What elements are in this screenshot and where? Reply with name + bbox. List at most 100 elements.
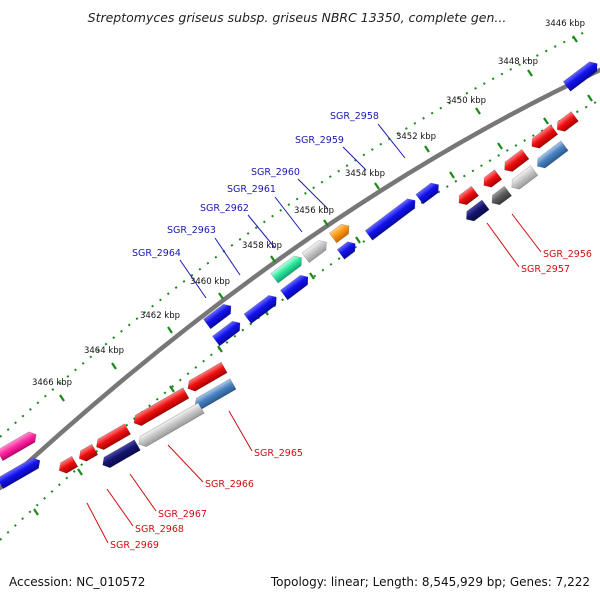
gene-arrow-shape — [537, 140, 569, 169]
gene-label-leader — [179, 259, 207, 299]
scale-tick-label: 3466 kbp — [32, 378, 72, 388]
gene-label[interactable]: SGR_2967 — [158, 509, 207, 520]
gene-feature-plus[interactable] — [415, 180, 442, 205]
tick-layer: 3446 kbp 3448 kbp 3450 kbp 3452 kbp 3454 kbp… — [32, 19, 593, 516]
gene-feature-plus[interactable] — [301, 237, 330, 264]
gene-feature-plus[interactable] — [0, 429, 39, 462]
gene-label[interactable]: SGR_2959 — [295, 135, 344, 146]
scale-tick — [218, 292, 224, 300]
gene-feature-minus[interactable] — [488, 185, 513, 208]
gene-feature-plus[interactable] — [336, 239, 359, 260]
gene-arrow-shape — [78, 443, 99, 462]
gene-feature-plus[interactable] — [0, 455, 43, 490]
gene-feature-minus[interactable] — [56, 455, 79, 475]
gene-label[interactable]: SGR_2963 — [167, 225, 216, 236]
scale-tick — [355, 236, 361, 244]
gene-label-leader — [214, 237, 241, 276]
gene-arrow-shape — [556, 111, 579, 132]
gene-feature-plus[interactable] — [202, 301, 234, 330]
gene-label-leader — [377, 123, 406, 159]
gene-arrow-shape — [531, 124, 559, 149]
gene-label-leader — [228, 410, 253, 452]
gene-feature-plus[interactable] — [211, 318, 243, 347]
gene-label-leader — [167, 444, 204, 483]
scale-tick — [543, 117, 549, 125]
gene-arrow-shape — [102, 439, 141, 469]
gene-label[interactable]: SGR_2965 — [254, 448, 303, 459]
gene-arrow-shape — [187, 361, 228, 392]
gene-label[interactable]: SGR_2958 — [330, 111, 379, 122]
gene-feature-minus[interactable] — [480, 169, 503, 190]
gene-label[interactable]: SGR_2957 — [521, 264, 570, 275]
gene-arrow-shape — [562, 61, 598, 92]
gene-feature-minus[interactable] — [131, 387, 190, 428]
plus-tick-track — [0, 31, 586, 438]
scale-tick-label: 3460 kbp — [190, 277, 230, 287]
scale-tick — [449, 171, 455, 179]
gene-feature-minus[interactable] — [185, 361, 228, 393]
gene-arrow-shape — [511, 165, 539, 190]
backbone-layer — [0, 31, 600, 541]
gene-layer — [0, 59, 600, 490]
gene-feature-plus[interactable] — [562, 59, 600, 92]
gene-arrow-shape — [415, 182, 439, 205]
gene-label[interactable]: SGR_2956 — [543, 249, 592, 260]
gene-arrow-shape — [336, 241, 356, 260]
gene-arrow-shape — [504, 148, 530, 172]
scale-tick — [424, 145, 430, 153]
gene-arrow-shape — [0, 457, 41, 490]
gene-feature-minus[interactable] — [554, 111, 579, 135]
gene-feature-plus[interactable] — [279, 272, 311, 301]
gene-feature-minus[interactable] — [136, 402, 205, 449]
chromosome-backbone — [0, 67, 600, 491]
gene-label[interactable]: SGR_2961 — [227, 184, 276, 195]
gene-feature-minus[interactable] — [508, 165, 539, 192]
accession-text: Accession: NC_010572 — [9, 575, 145, 589]
gene-feature-plus[interactable] — [364, 196, 419, 241]
gene-arrow-shape — [491, 185, 513, 206]
scale-tick-label: 3458 kbp — [242, 241, 282, 251]
scale-tick — [167, 326, 173, 334]
gene-label-leader — [129, 473, 157, 512]
gene-label[interactable]: SGR_2960 — [251, 167, 300, 178]
gene-label[interactable]: SGR_2964 — [132, 248, 181, 259]
gene-label-leader — [274, 196, 303, 233]
map-title: Streptomyces griseus subsp. griseus NBRC… — [88, 10, 507, 25]
gene-feature-plus[interactable] — [243, 292, 280, 325]
gene-label-leader — [511, 213, 542, 253]
scale-tick — [527, 69, 533, 77]
gene-arrow-shape — [458, 185, 480, 206]
gene-label[interactable]: SGR_2966 — [205, 479, 254, 490]
gene-feature-minus[interactable] — [76, 443, 99, 463]
gene-feature-minus[interactable] — [455, 185, 480, 208]
gene-arrow-shape — [243, 295, 277, 325]
gene-arrow-shape — [301, 240, 327, 264]
scale-tick-label: 3454 kbp — [345, 169, 385, 179]
gene-label[interactable]: SGR_2969 — [110, 540, 159, 551]
gene-feature-minus[interactable] — [528, 124, 559, 151]
gene-feature-plus[interactable] — [270, 253, 305, 284]
scale-tick-label: 3456 kbp — [294, 206, 334, 216]
gene-label[interactable]: SGR_2968 — [135, 524, 184, 535]
minus-tick-track — [0, 99, 600, 541]
gene-feature-minus[interactable] — [463, 199, 490, 224]
gene-feature-plus[interactable] — [328, 221, 352, 244]
scale-tick — [169, 385, 175, 393]
gene-arrow-shape — [270, 255, 302, 284]
scale-tick — [33, 508, 39, 516]
gene-feature-minus[interactable] — [100, 439, 141, 470]
scale-tick-label: 3448 kbp — [498, 57, 538, 67]
scale-tick — [111, 362, 117, 370]
scale-tick — [77, 468, 83, 476]
scale-tick — [497, 142, 503, 150]
gene-feature-minus[interactable] — [93, 423, 131, 452]
gene-feature-minus[interactable] — [501, 148, 530, 174]
gene-label-layer: SGR_2956 SGR_2957 SGR_2958 SGR_2959 SGR_2960… — [86, 111, 592, 551]
gene-feature-minus[interactable] — [534, 140, 569, 171]
gene-label-leader — [342, 146, 367, 171]
scale-tick — [309, 272, 315, 280]
gene-arrow-shape — [133, 387, 190, 427]
gene-label[interactable]: SGR_2962 — [200, 203, 249, 214]
